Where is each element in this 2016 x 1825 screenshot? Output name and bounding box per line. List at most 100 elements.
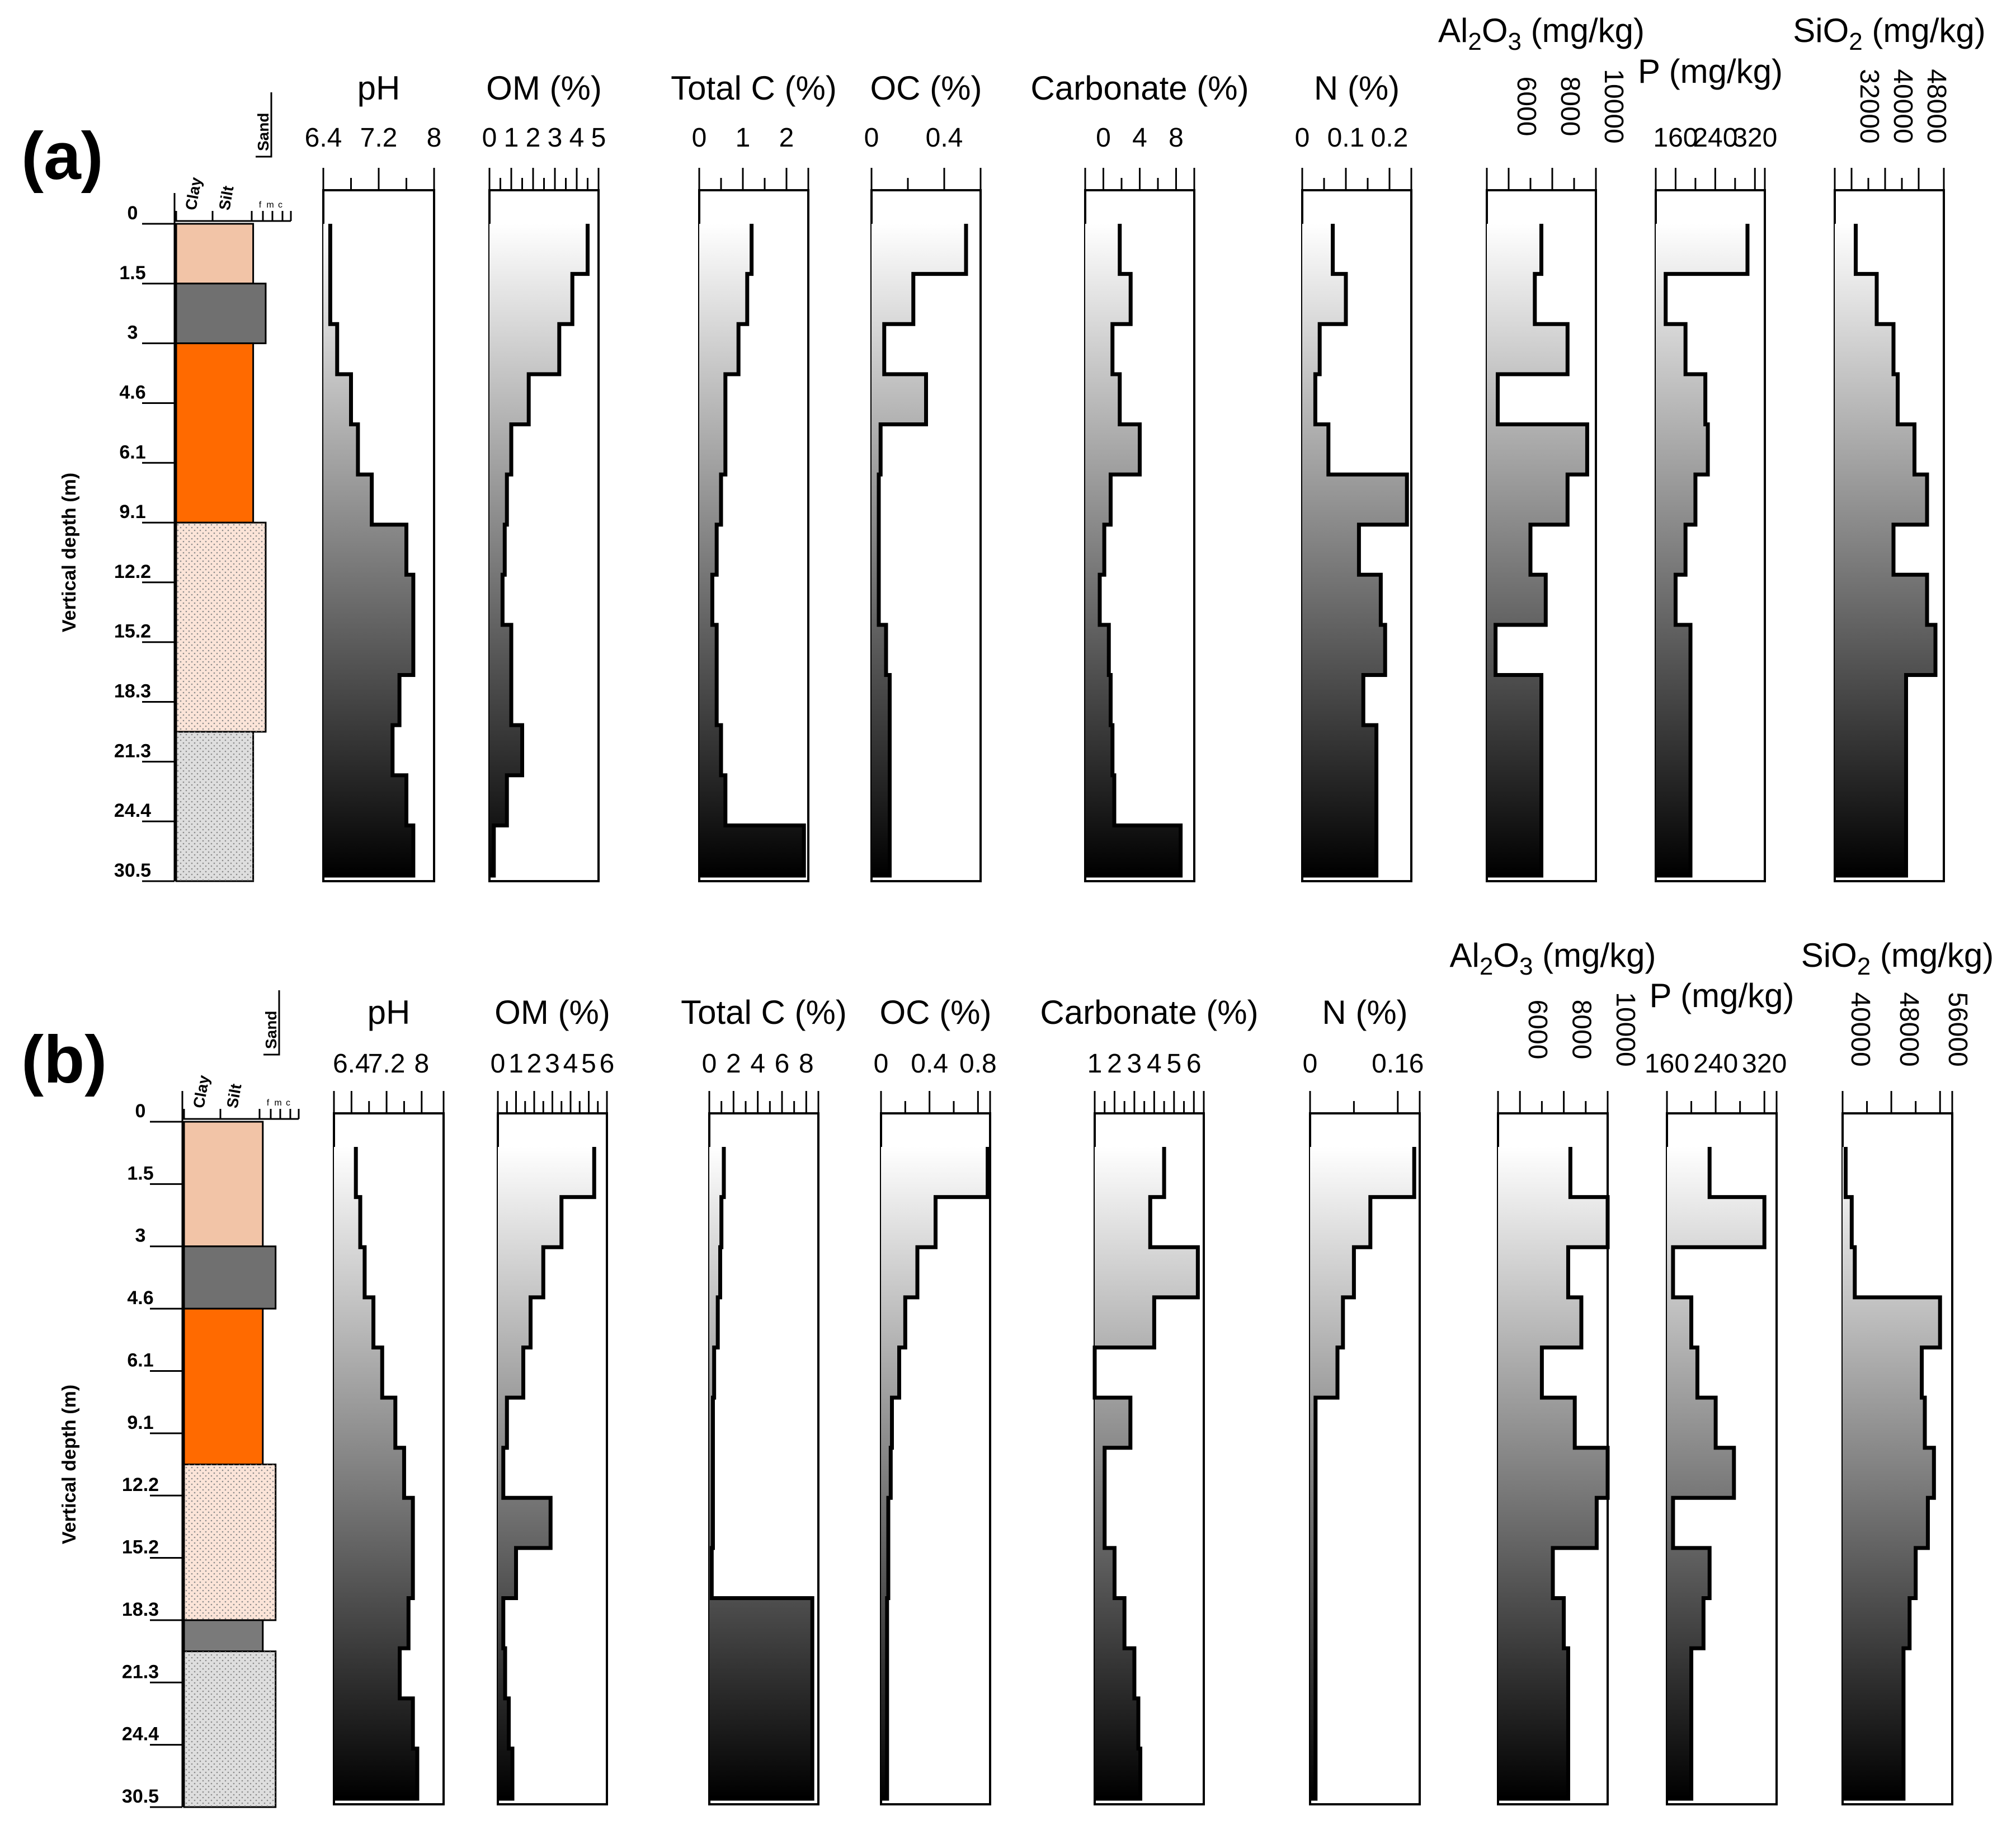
track-title-part: 3: [1519, 953, 1533, 980]
track-title-part: (mg/kg): [1533, 937, 1656, 974]
track-title: pH: [368, 994, 411, 1031]
profile-fill: [1835, 224, 1935, 876]
profile-track: N (%)0 0.16: [1303, 994, 1424, 1805]
profile-track: OM (%) 0 1 2 3 4 5 6: [491, 994, 615, 1805]
track-title: P (mg/kg): [1638, 53, 1783, 90]
x-tick-label: 40000: [1845, 992, 1875, 1066]
depth-tick-label: 6.1: [119, 441, 145, 463]
depth-tick-label: 0: [135, 1100, 146, 1122]
track-title: Total C (%): [671, 69, 837, 107]
depth-tick-label: 30.5: [114, 860, 151, 881]
depth-tick-label: 21.3: [114, 740, 151, 761]
depth-tick-label: 3: [135, 1225, 146, 1247]
x-tick-label: 6000: [1523, 1000, 1552, 1060]
x-tick-label: 0.1: [1327, 123, 1365, 153]
depth-tick-label: 15.2: [114, 621, 151, 642]
profile-track: OC (%) 0 0.4 0.8: [874, 994, 997, 1805]
x-tick-label: 0: [692, 123, 707, 153]
lithology-pattern: [176, 731, 253, 881]
depth-tick-label: 12.2: [114, 561, 151, 582]
profile-track: Carbonate (%) 1 2 3 4 5 6: [1040, 994, 1259, 1805]
track-title-part: SiO: [1793, 12, 1849, 49]
x-tick-label: 1: [504, 123, 519, 153]
depth-tick-label: 30.5: [122, 1786, 159, 1807]
track-title: OM (%): [486, 69, 602, 107]
profile-fill: [498, 1147, 595, 1799]
profile-track: OM (%) 0 1 2 3 4 5: [482, 69, 606, 882]
profile-line: [498, 1147, 596, 1801]
x-tick-label: 6000: [1511, 77, 1541, 137]
profile-track: SiO2 (mg/kg) 40000 48000 56000: [1801, 937, 1994, 1805]
x-tick-label: 0.16: [1372, 1049, 1424, 1079]
x-tick-label: 0.4: [926, 123, 963, 153]
panel-label: (b): [21, 1022, 107, 1097]
x-tick-label: 4: [750, 1049, 765, 1079]
depth-tick-label: 3: [128, 322, 138, 344]
profile-line: [1667, 1147, 1767, 1801]
profile-track: Al2O3 (mg/kg) 6000 8000 10000: [1449, 937, 1656, 1805]
sand-bracket: [263, 990, 280, 1056]
x-tick-label: 8: [1169, 123, 1184, 153]
track-title-part: 2: [1468, 28, 1481, 55]
x-tick-label: 6: [600, 1049, 615, 1079]
track-title: N (%): [1314, 69, 1400, 107]
profile-track: pH 6.47.2 8: [333, 994, 445, 1805]
x-tick-label: 0: [874, 1049, 889, 1079]
depth-tick-label: 9.1: [127, 1412, 153, 1433]
track-title-part: 2: [1857, 953, 1871, 980]
track-title-part: O: [1482, 12, 1508, 49]
track-title-part: P (mg/kg): [1650, 977, 1794, 1014]
clay-label: Clay: [190, 1074, 213, 1109]
profile-track: OC (%) 0 0.4: [864, 69, 982, 882]
depth-tick-label: 18.3: [114, 681, 151, 702]
track-title-part: (mg/kg): [1863, 12, 1986, 49]
x-tick-label: 0: [1303, 1049, 1318, 1079]
profile-track: N (%)0 0.1 0.2: [1295, 69, 1412, 882]
x-tick-label: 0: [702, 1049, 717, 1079]
track-title: Al2O3 (mg/kg): [1449, 937, 1656, 980]
x-tick-label: 3: [545, 1049, 560, 1079]
x-tick-label: 5: [581, 1049, 596, 1079]
x-tick-label: 0: [482, 123, 497, 153]
lithology-unit: [175, 283, 267, 345]
profile-fill: [1310, 1147, 1415, 1799]
x-tick-label: 2: [726, 1049, 741, 1079]
x-tick-label: 320: [1742, 1049, 1787, 1079]
y-axis-label: Vertical depth (m): [59, 473, 80, 632]
profile-track: SiO2 (mg/kg) 32000 40000 48000: [1793, 12, 1986, 882]
profile-line: [1656, 224, 1750, 878]
x-tick-label: 10000: [1599, 69, 1628, 143]
lithology-column: Clay Silt Sand f m c: [175, 92, 292, 882]
x-tick-label: 3: [1127, 1049, 1142, 1079]
x-tick-label: 8: [427, 123, 442, 153]
x-tick-label: 7.2: [368, 1049, 406, 1079]
lithology-pattern: [184, 1651, 276, 1807]
track-title-part: (mg/kg): [1522, 12, 1645, 49]
panel-label: (a): [21, 119, 103, 194]
x-tick-label: 4: [1132, 123, 1147, 153]
sand-size-label: f: [267, 1098, 270, 1108]
track-title: Total C (%): [681, 994, 847, 1031]
lithology-pattern: [184, 1464, 276, 1620]
x-tick-label: 8: [799, 1049, 814, 1079]
profile-fill: [1498, 1147, 1608, 1799]
sand-label: Sand: [255, 113, 272, 151]
profile-fill: [872, 224, 966, 876]
track-title-part: O: [1493, 937, 1519, 974]
track-title-part: 2: [1480, 953, 1493, 980]
sand-label: Sand: [262, 1011, 280, 1049]
track-title: Carbonate (%): [1030, 69, 1249, 107]
profile-line: [1498, 1147, 1610, 1801]
profile-line: [323, 224, 416, 878]
profile-line: [1092, 1147, 1200, 1801]
sand-size-label: c: [286, 1098, 290, 1108]
track-title: Al2O3 (mg/kg): [1438, 12, 1645, 55]
lithology-unit: [183, 1619, 264, 1653]
profile-track: Total C (%) 0 2 4 6 8: [681, 994, 847, 1805]
x-tick-label: 2: [527, 1049, 542, 1079]
sand-size-label: c: [278, 200, 282, 210]
depth-tick-label: 18.3: [122, 1599, 159, 1620]
track-title: OC (%): [880, 994, 992, 1031]
